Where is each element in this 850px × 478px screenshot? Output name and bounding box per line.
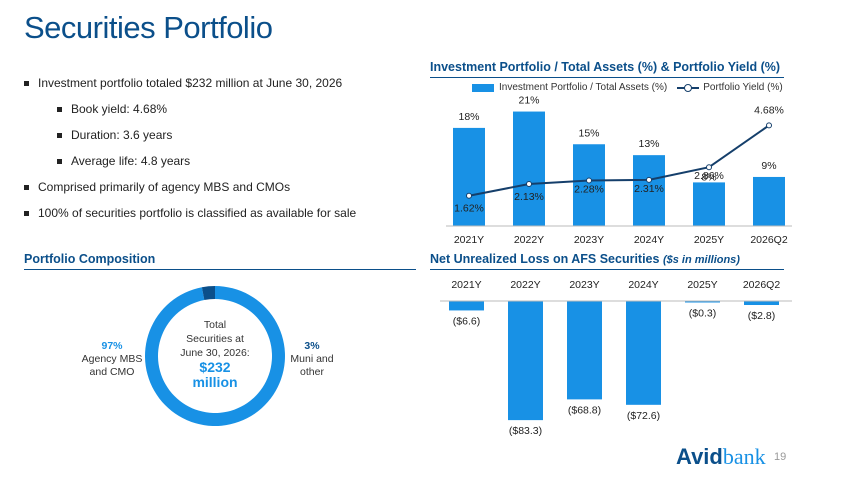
loss-x-tick-2023Y: 2023Y xyxy=(569,279,599,291)
donut-text-agency-2: and CMO xyxy=(89,366,135,378)
donut-label-agency: 97% Agency MBS and CMO xyxy=(72,340,152,379)
bar-label-2023Y: 15% xyxy=(578,127,599,139)
yield-label-2022Y: 2.13% xyxy=(514,191,544,203)
page-title: Securities Portfolio xyxy=(24,10,273,45)
bar-2022Y xyxy=(513,111,545,226)
logo-part-avid: Avid xyxy=(676,444,723,469)
loss-bar-2025Y xyxy=(685,301,720,303)
bar-2024Y xyxy=(633,155,665,226)
page-number: 19 xyxy=(774,451,787,463)
composition-title: Portfolio Composition xyxy=(24,252,416,270)
donut-center-line-3: June 30, 2026: xyxy=(180,347,250,359)
donut-segment-1 xyxy=(201,286,215,301)
bar-2023Y xyxy=(573,144,605,226)
yield-point-2025Y xyxy=(706,164,712,171)
legend-line-label: Portfolio Yield (%) xyxy=(703,82,783,93)
loss-label-2023Y: ($68.8) xyxy=(568,404,601,416)
bar-label-2026Q2: 9% xyxy=(761,160,776,172)
loss-bar-2026Q2 xyxy=(744,301,779,306)
donut-pct-muni: 3% xyxy=(304,340,320,352)
yield-label-2026Q2: 4.68% xyxy=(754,104,784,116)
loss-bar-2023Y xyxy=(567,301,602,400)
bullet-book-yield: Book yield: 4.68% xyxy=(57,102,414,117)
legend-bar-swatch xyxy=(472,83,494,92)
donut-center-line-1: Total xyxy=(203,319,227,331)
bullet-afs: 100% of securities portfolio is classifi… xyxy=(24,206,414,221)
donut-center-unit: million xyxy=(192,374,238,390)
yield-point-2021Y xyxy=(466,192,472,199)
loss-label-2024Y: ($72.6) xyxy=(627,410,660,422)
donut-pct-agency: 97% xyxy=(101,340,123,352)
loss-x-tick-2025Y: 2025Y xyxy=(687,279,717,291)
yield-label-2024Y: 2.31% xyxy=(634,183,664,195)
yield-point-2024Y xyxy=(646,176,652,183)
loss-x-tick-2021Y: 2021Y xyxy=(451,279,481,291)
bullet-average-life: Average life: 4.8 years xyxy=(57,154,414,169)
bar-label-2021Y: 18% xyxy=(458,111,479,123)
yield-point-2023Y xyxy=(586,177,592,184)
x-tick-2023Y: 2023Y xyxy=(574,234,604,246)
donut-text-muni-2: other xyxy=(300,366,324,378)
x-tick-2025Y: 2025Y xyxy=(694,234,724,246)
loss-chart-title: Net Unrealized Loss on AFS Securities xyxy=(430,252,660,266)
yield-point-2022Y xyxy=(526,181,532,188)
yield-line xyxy=(468,124,770,197)
donut-text-muni-1: Muni and xyxy=(290,353,334,365)
yield-point-2026Q2 xyxy=(766,122,772,129)
donut-text-agency-1: Agency MBS xyxy=(81,353,143,365)
bar-label-2025Y: 8% xyxy=(701,171,716,183)
x-tick-2026Q2: 2026Q2 xyxy=(750,234,788,246)
donut-label-muni: 3% Muni and other xyxy=(280,340,344,379)
x-tick-2022Y: 2022Y xyxy=(514,234,544,246)
bullet-composition: Comprised primarily of agency MBS and CM… xyxy=(24,180,414,195)
loss-label-2025Y: ($0.3) xyxy=(689,308,716,320)
loss-bar-2024Y xyxy=(626,301,661,405)
bar-2026Q2 xyxy=(753,176,785,226)
loss-x-tick-2024Y: 2024Y xyxy=(628,279,658,291)
loss-chart-title-wrap: Net Unrealized Loss on AFS Securities ($… xyxy=(430,252,784,270)
loss-label-2021Y: ($6.6) xyxy=(453,315,480,327)
bullet-list: Investment portfolio totaled $232 millio… xyxy=(24,76,414,232)
bar-2025Y xyxy=(693,182,725,226)
x-tick-2021Y: 2021Y xyxy=(454,234,484,246)
portfolio-chart-title: Investment Portfolio / Total Assets (%) … xyxy=(430,60,784,78)
loss-chart-subtitle: ($s in millions) xyxy=(662,254,740,266)
bullet-portfolio-total: Investment portfolio totaled $232 millio… xyxy=(24,76,414,91)
bar-label-2024Y: 13% xyxy=(638,138,659,150)
loss-label-2022Y: ($83.3) xyxy=(509,425,542,437)
legend-line-swatch xyxy=(677,83,700,93)
donut-center-line-2: Securities at xyxy=(186,333,244,345)
logo-part-bank: bank xyxy=(722,444,766,469)
loss-x-tick-2022Y: 2022Y xyxy=(510,279,540,291)
donut-center-label: Total Securities at June 30, 2026: $232 … xyxy=(162,318,268,390)
loss-bar-2022Y xyxy=(508,301,543,421)
x-tick-2024Y: 2024Y xyxy=(634,234,664,246)
avidbank-logo: Avidbank xyxy=(676,444,766,470)
legend-bar-label: Investment Portfolio / Total Assets (%) xyxy=(499,82,668,93)
loss-x-tick-2026Q2: 2026Q2 xyxy=(743,279,781,291)
loss-label-2026Q2: ($2.8) xyxy=(748,310,775,322)
donut-center-amount: $232 xyxy=(199,359,231,375)
yield-label-2021Y: 1.62% xyxy=(454,203,484,215)
loss-bar-2021Y xyxy=(449,301,484,311)
yield-label-2025Y: 2.86% xyxy=(694,170,724,182)
bar-label-2022Y: 21% xyxy=(518,95,539,107)
bullet-duration: Duration: 3.6 years xyxy=(57,128,414,143)
yield-label-2023Y: 2.28% xyxy=(574,184,604,196)
bar-2021Y xyxy=(453,127,485,226)
portfolio-chart-legend: Investment Portfolio / Total Assets (%) … xyxy=(472,82,783,93)
